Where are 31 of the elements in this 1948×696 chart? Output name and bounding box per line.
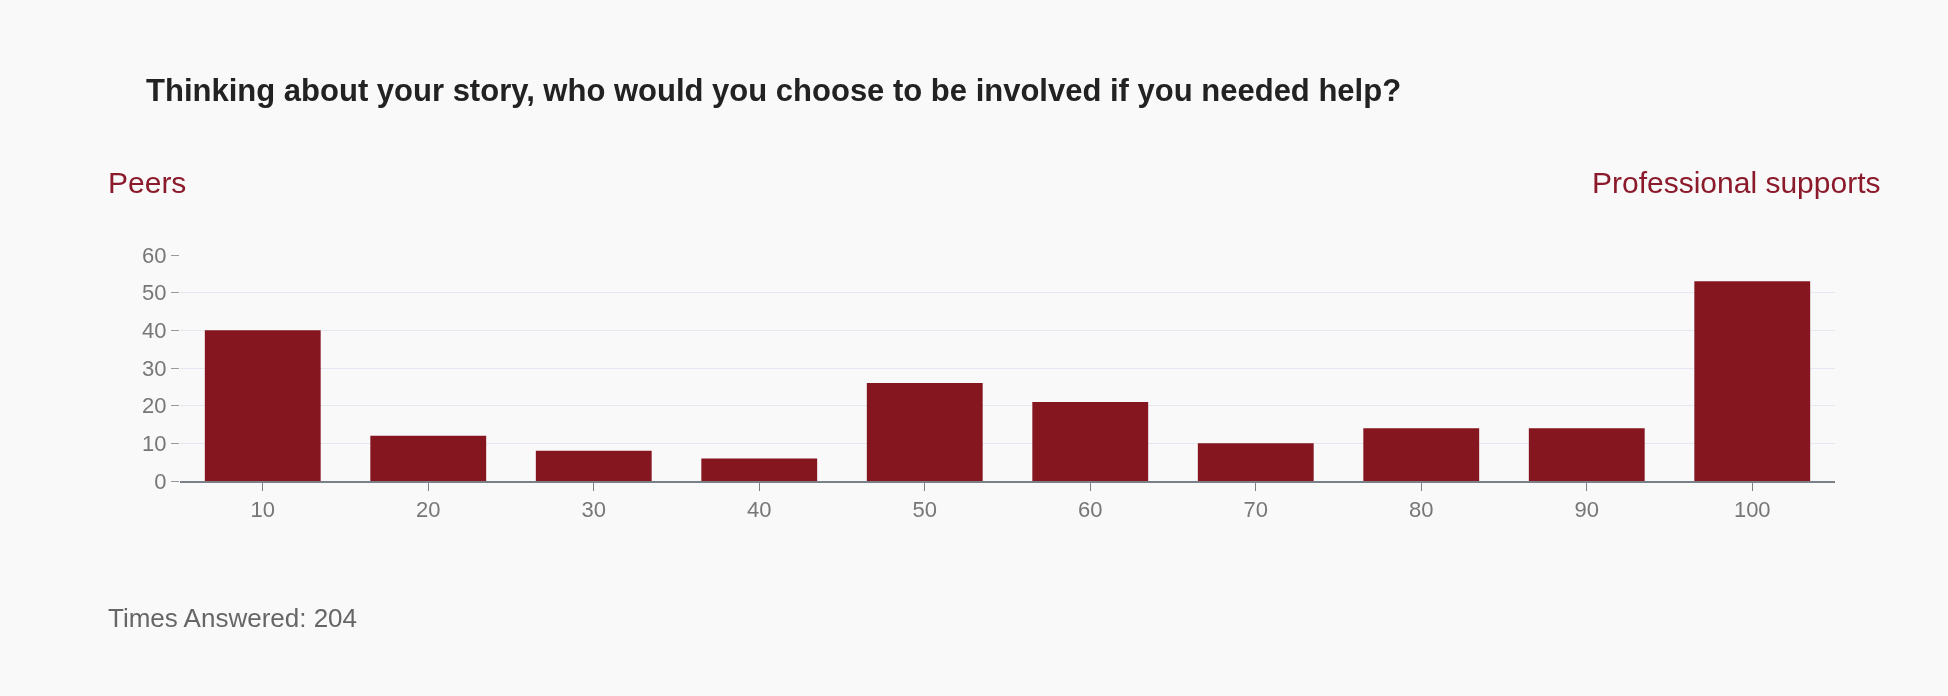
bar [1197, 443, 1314, 481]
y-tick-label: 50 [142, 280, 167, 306]
text: Times Answered: 204 [108, 603, 358, 633]
y-tick-label: 0 [154, 468, 167, 494]
bar [866, 383, 983, 481]
x-tick-label: 60 [1078, 497, 1103, 523]
text: Professional supports [1592, 166, 1881, 199]
bar [370, 435, 487, 481]
y-tick-label: 60 [142, 242, 167, 268]
y-tick-label: 10 [142, 431, 167, 457]
x-tick-label: 30 [581, 497, 606, 523]
x-tick-label: 10 [250, 497, 275, 523]
x-tick-label: 80 [1409, 497, 1434, 523]
chart-title: Thinking about your story, who would you choose to be involved if you needed help? [146, 73, 1402, 109]
text: Peers [108, 166, 187, 199]
bar [1528, 428, 1645, 481]
x-tick-label: 70 [1243, 497, 1268, 523]
bar [1032, 401, 1149, 481]
bar [701, 458, 818, 481]
bar [1363, 428, 1480, 481]
x-tick-label: 50 [912, 497, 937, 523]
bar [204, 330, 321, 481]
bar [1694, 281, 1811, 481]
x-tick-label: 90 [1574, 497, 1599, 523]
x-tick-label: 20 [416, 497, 441, 523]
y-tick-label: 40 [142, 318, 167, 344]
x-tick-label: 40 [747, 497, 772, 523]
x-tick-label: 100 [1733, 497, 1771, 523]
y-tick-label: 20 [142, 393, 167, 419]
bar [535, 450, 652, 481]
y-tick-label: 30 [142, 355, 167, 381]
